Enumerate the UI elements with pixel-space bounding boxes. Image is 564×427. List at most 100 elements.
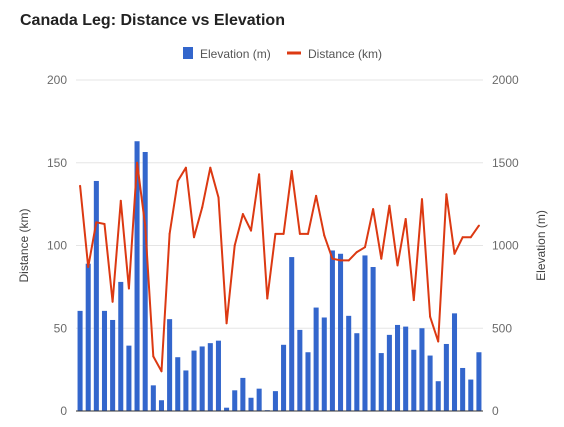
elevation-bar xyxy=(354,333,360,411)
distance-point xyxy=(396,264,399,267)
elevation-bar xyxy=(370,267,376,411)
distance-point xyxy=(111,300,114,303)
elevation-bar xyxy=(85,263,91,411)
right-axis-title: Elevation (m) xyxy=(534,210,548,281)
distance-point xyxy=(144,224,147,227)
elevation-bar xyxy=(93,180,99,411)
elevation-bar xyxy=(175,357,181,411)
distance-point xyxy=(477,224,480,227)
elevation-bar xyxy=(240,377,246,411)
elevation-bar xyxy=(256,388,262,411)
distance-point xyxy=(136,161,139,164)
distance-point xyxy=(306,232,309,235)
elevation-bar xyxy=(224,407,230,411)
distance-point xyxy=(266,297,269,300)
distance-point xyxy=(461,236,464,239)
right-tick-label: 1000 xyxy=(492,239,519,253)
legend-swatch-elevation xyxy=(183,47,193,59)
left-tick-label: 0 xyxy=(60,404,67,418)
distance-point xyxy=(331,257,334,260)
distance-line xyxy=(79,161,480,373)
distance-point xyxy=(315,194,318,197)
distance-point xyxy=(201,206,204,209)
elevation-bar xyxy=(191,350,197,411)
elevation-bar xyxy=(118,281,124,411)
elevation-bar xyxy=(167,319,173,411)
elevation-bar xyxy=(435,381,441,411)
elevation-bar xyxy=(297,329,303,411)
elevation-bar xyxy=(134,141,140,412)
legend-label-distance: Distance (km) xyxy=(308,47,382,61)
elevation-bar xyxy=(110,319,116,411)
legend-label-elevation: Elevation (m) xyxy=(200,47,271,61)
distance-point xyxy=(217,196,220,199)
distance-point xyxy=(119,199,122,202)
distance-point xyxy=(347,259,350,262)
distance-point xyxy=(323,234,326,237)
elevation-bar xyxy=(411,349,417,411)
distance-point xyxy=(388,204,391,207)
distance-point xyxy=(225,322,228,325)
elevation-bar xyxy=(305,352,311,411)
elevation-bar xyxy=(395,324,401,411)
distance-point xyxy=(250,229,253,232)
distance-point xyxy=(193,236,196,239)
left-tick-label: 200 xyxy=(47,73,67,87)
elevation-bar xyxy=(451,313,458,411)
elevation-bar xyxy=(126,345,132,411)
elevation-bar xyxy=(338,253,344,411)
left-tick-label: 50 xyxy=(54,321,68,335)
distance-point xyxy=(274,232,277,235)
distance-point xyxy=(87,266,90,269)
distance-point xyxy=(412,299,415,302)
distance-point xyxy=(363,246,366,249)
distance-point xyxy=(241,213,244,216)
elevation-bar xyxy=(77,310,83,411)
elevation-bar xyxy=(443,343,449,411)
distance-point xyxy=(404,218,407,221)
elevation-bar xyxy=(362,255,368,411)
elevation-bar xyxy=(378,353,384,411)
chart-title: Canada Leg: Distance vs Elevation xyxy=(20,12,285,29)
elevation-bar xyxy=(427,355,433,411)
distance-point xyxy=(168,232,171,235)
left-axis-title: Distance (km) xyxy=(17,208,31,282)
elevation-bar xyxy=(476,352,482,411)
distance-point xyxy=(355,251,358,254)
elevation-bar xyxy=(468,379,474,411)
distance-point xyxy=(420,198,423,201)
distance-point xyxy=(160,370,163,373)
distance-point xyxy=(95,221,98,224)
distance-point xyxy=(429,315,432,318)
elevation-bar xyxy=(289,257,295,411)
distance-point xyxy=(209,166,212,169)
elevation-bar xyxy=(199,346,205,411)
distance-point xyxy=(380,257,383,260)
elevation-bar xyxy=(158,400,164,411)
left-tick-label: 150 xyxy=(47,156,67,170)
elevation-bar xyxy=(142,151,148,411)
right-tick-label: 0 xyxy=(492,404,499,418)
right-tick-label: 500 xyxy=(492,321,512,335)
distance-point xyxy=(103,222,106,225)
distance-point xyxy=(258,173,261,176)
elevation-bar xyxy=(419,328,425,411)
elevation-bar xyxy=(101,310,108,411)
left-tick-label: 100 xyxy=(47,239,67,253)
elevation-bar xyxy=(150,385,156,411)
distance-point xyxy=(233,244,236,247)
distance-point xyxy=(372,208,375,211)
distance-point xyxy=(152,355,155,358)
right-tick-label: 1500 xyxy=(492,156,519,170)
distance-point xyxy=(184,166,187,169)
distance-point xyxy=(298,232,301,235)
elevation-bar xyxy=(248,397,254,411)
elevation-bar xyxy=(321,317,327,411)
elevation-bar xyxy=(386,334,392,411)
elevation-bar xyxy=(207,343,213,411)
distance-point xyxy=(453,252,456,255)
distance-point xyxy=(290,170,293,173)
elevation-bar xyxy=(329,250,335,411)
